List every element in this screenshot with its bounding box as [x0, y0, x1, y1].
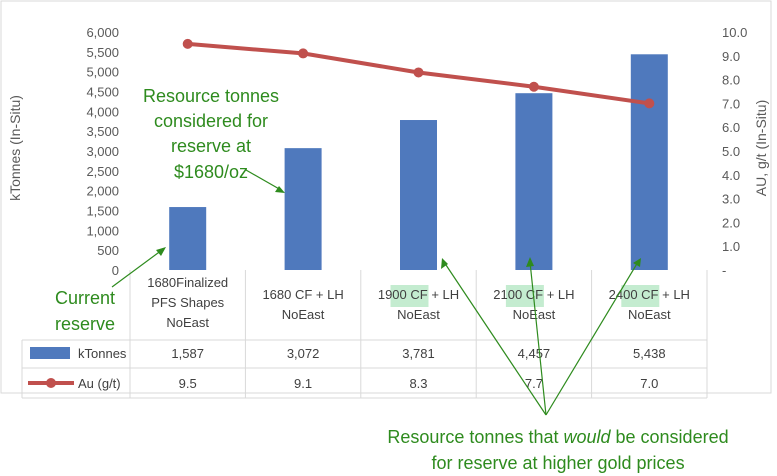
category-label: 1680 CF + LH [262, 287, 343, 302]
annotation-1680-line3: reserve at [171, 136, 251, 156]
annotation-1680-line4: $1680/oz [174, 162, 248, 182]
y-axis-left: 0 500 1,000 1,500 2,000 2,500 3,000 3,500 4,000 4… [86, 25, 119, 278]
y-left-tick-label: 2,500 [86, 164, 119, 179]
legend-label-au: Au (g/t) [78, 376, 121, 391]
y-left-tick-label: 1,000 [86, 223, 119, 238]
annotation-1680-line1: Resource tonnes [143, 86, 279, 106]
legend-label-ktonnes: kTonnes [78, 346, 127, 361]
annotation-higher-prices-line2: for reserve at higher gold prices [431, 453, 684, 473]
bar [515, 93, 553, 271]
y-right-tick-label: - [722, 263, 726, 278]
y-left-tick-label: 0 [112, 263, 119, 278]
arrow-current-reserve [111, 249, 163, 288]
table-cell-ktonnes: 5,438 [633, 346, 666, 361]
line-series [182, 38, 655, 109]
line-point [298, 48, 309, 59]
y-left-tick-label: 3,500 [86, 124, 119, 139]
bar [400, 120, 437, 271]
y-right-tick-label: 6.0 [722, 120, 740, 135]
table-cell-au: 9.5 [179, 376, 197, 391]
table-cell-ktonnes: 1,587 [171, 346, 204, 361]
chart-frame [0, 0, 772, 394]
y-left-tick-label: 5,000 [86, 65, 119, 80]
line-point [644, 98, 655, 109]
table-cell-au: 7.0 [640, 376, 658, 391]
table-cell-ktonnes: 3,072 [287, 346, 320, 361]
y-right-tick-label: 4.0 [722, 168, 740, 183]
arrowhead-current-reserve [156, 247, 166, 256]
bar-series [169, 54, 668, 271]
data-table-grid [21, 270, 708, 399]
table-cell-au: 8.3 [409, 376, 427, 391]
y-right-tick-label: 2.0 [722, 215, 740, 230]
category-highlight [621, 285, 660, 307]
category-label: PFS Shapes [151, 295, 224, 310]
category-highlight [390, 285, 429, 307]
annotation-higher-prices-part1: Resource tonnes that [387, 427, 563, 447]
y-right-tick-label: 5.0 [722, 144, 740, 159]
arrows-higher-prices [441, 257, 641, 416]
category-label: NoEast [282, 307, 325, 322]
annotation-higher-prices-line1: Resource tonnes that would be considered [387, 427, 728, 447]
arrowhead-1680 [275, 186, 285, 193]
bar [284, 148, 322, 270]
y-left-tick-label: 2,000 [86, 184, 119, 199]
y-left-tick-label: 3,000 [86, 144, 119, 159]
y-right-tick-label: 3.0 [722, 192, 740, 207]
y-left-tick-label: 4,500 [86, 85, 119, 100]
y-right-tick-label: 9.0 [722, 49, 740, 64]
category-label: 1900 CF + LH [378, 287, 459, 302]
line-point [528, 81, 539, 92]
data-table-cells: 1,587 3,072 3,781 4,457 5,438 9.5 9.1 8.3 7.7 7.0 [171, 346, 665, 391]
y-left-tick-label: 500 [97, 243, 119, 258]
category-label: NoEast [397, 307, 440, 322]
y-axis-right-title: AU, g/t (In-Situ) [753, 100, 769, 196]
line-point [182, 38, 193, 49]
table-cell-ktonnes: 4,457 [518, 346, 551, 361]
legend-key-au-marker [46, 378, 56, 388]
highlight-group [390, 285, 660, 307]
category-label: NoEast [628, 307, 671, 322]
category-label: NoEast [166, 315, 209, 330]
y-right-tick-label: 10.0 [722, 25, 747, 40]
table-cell-au: 9.1 [294, 376, 312, 391]
annotation-higher-prices-italic: would [563, 427, 611, 447]
annotation-current-reserve-line1: Current [55, 288, 115, 308]
table-cell-au: 7.7 [525, 376, 543, 391]
y-axis-left-title: kTonnes (In-Situ) [7, 95, 23, 201]
arrow-1680 [245, 169, 282, 191]
bar [169, 207, 207, 270]
annotation-current-reserve-line2: reserve [55, 314, 115, 334]
category-label: 2400 CF + LH [609, 287, 690, 302]
legend-key-ktonnes [30, 347, 70, 359]
category-label: 1680Finalized [147, 275, 228, 290]
line-point [413, 67, 424, 78]
y-left-tick-label: 6,000 [86, 25, 119, 40]
table-cell-ktonnes: 3,781 [402, 346, 435, 361]
annotation-1680-line2: considered for [154, 111, 268, 131]
category-label: NoEast [513, 307, 556, 322]
y-left-tick-label: 1,500 [86, 204, 119, 219]
annotation-higher-prices-part2: be considered [611, 427, 729, 447]
y-left-tick-label: 4,000 [86, 104, 119, 119]
category-labels: 1680Finalized PFS Shapes NoEast 1680 CF + L… [147, 275, 690, 330]
y-left-tick-label: 5,500 [86, 45, 119, 60]
y-axis-right: - 1.0 2.0 3.0 4.0 5.0 6.0 7.0 8.0 9.0 10.0 [722, 25, 747, 278]
y-right-tick-label: 7.0 [722, 96, 740, 111]
bar [630, 54, 668, 271]
y-right-tick-label: 1.0 [722, 239, 740, 254]
y-right-tick-label: 8.0 [722, 73, 740, 88]
